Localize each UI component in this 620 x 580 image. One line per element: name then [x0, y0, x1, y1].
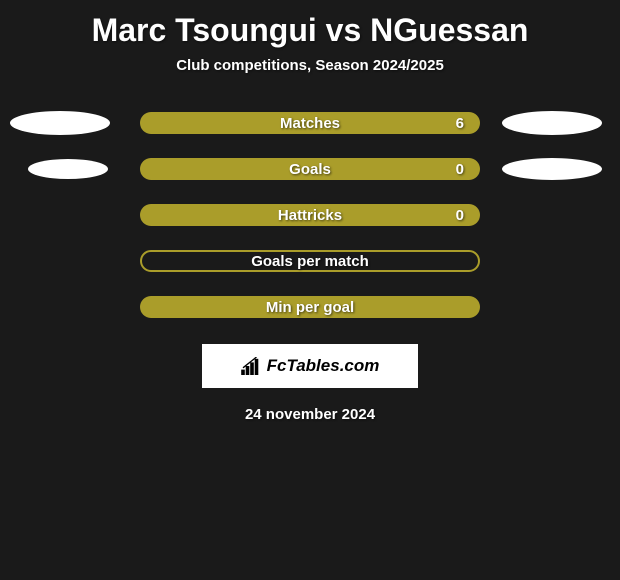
- ellipse-decoration-right: [502, 111, 602, 135]
- stat-bar-goals-per-match: Goals per match: [140, 250, 480, 272]
- subtitle: Club competitions, Season 2024/2025: [0, 57, 620, 74]
- stat-label: Goals: [289, 161, 331, 178]
- ellipse-decoration-left: [10, 111, 110, 135]
- chart-icon: [241, 357, 263, 375]
- stats-container: Matches 6 Goals 0 Hattricks 0 Goals per …: [0, 112, 620, 318]
- stat-bar-matches: Matches 6: [140, 112, 480, 134]
- stat-bar-min-per-goal: Min per goal: [140, 296, 480, 318]
- page-title: Marc Tsoungui vs NGuessan: [0, 0, 620, 57]
- stat-row-goals: Goals 0: [0, 158, 620, 180]
- ellipse-decoration-left: [28, 159, 108, 179]
- ellipse-decoration-right: [502, 158, 602, 180]
- stat-label: Goals per match: [251, 253, 369, 270]
- stat-label: Min per goal: [266, 299, 354, 316]
- brand-text: FcTables.com: [267, 356, 380, 376]
- date-text: 24 november 2024: [0, 406, 620, 423]
- stat-row-hattricks: Hattricks 0: [0, 204, 620, 226]
- stat-row-goals-per-match: Goals per match: [0, 250, 620, 272]
- stat-row-min-per-goal: Min per goal: [0, 296, 620, 318]
- stat-value: 0: [456, 161, 464, 178]
- brand-box: FcTables.com: [202, 344, 418, 388]
- stat-label: Matches: [280, 115, 340, 132]
- stat-bar-goals: Goals 0: [140, 158, 480, 180]
- stat-value: 0: [456, 207, 464, 224]
- stat-row-matches: Matches 6: [0, 112, 620, 134]
- brand-content: FcTables.com: [241, 356, 380, 376]
- stat-value: 6: [456, 115, 464, 132]
- stat-label: Hattricks: [278, 207, 342, 224]
- stat-bar-hattricks: Hattricks 0: [140, 204, 480, 226]
